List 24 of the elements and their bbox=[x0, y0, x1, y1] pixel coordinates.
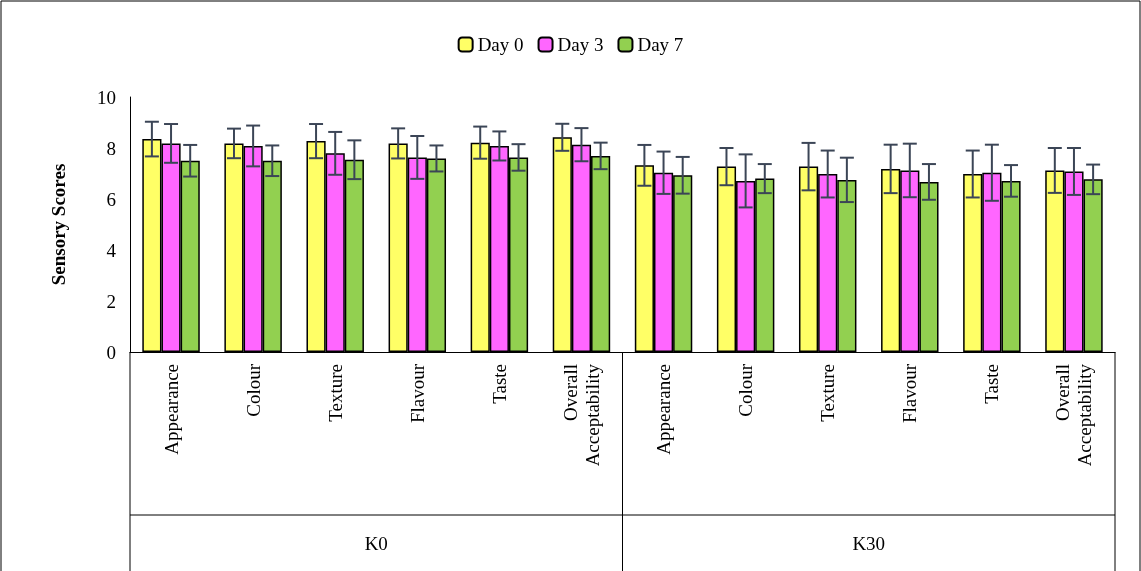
x-tick-label: Flavour bbox=[406, 363, 428, 424]
x-tick-label: Flavour bbox=[899, 363, 921, 424]
y-tick-label: 4 bbox=[106, 239, 117, 261]
y-axis-title: Sensory Scores bbox=[48, 163, 69, 286]
y-tick-label: 10 bbox=[97, 86, 116, 108]
x-tick-label: Texture bbox=[817, 364, 839, 422]
y-tick-label: 0 bbox=[106, 341, 116, 363]
x-tick-label: Taste bbox=[488, 364, 510, 404]
text: K0 bbox=[364, 532, 388, 554]
x-tick-label: Taste bbox=[981, 364, 1003, 404]
x-tick-label: Texture bbox=[324, 364, 346, 422]
x-tick-label: Overall Acceptability bbox=[559, 363, 603, 467]
x-tick-label: Colour bbox=[735, 363, 757, 417]
x-tick-label: Appearance bbox=[653, 364, 675, 455]
legend-label: Day 3 bbox=[557, 34, 604, 55]
text: K30 bbox=[852, 532, 886, 554]
x-tick-label: Colour bbox=[242, 363, 264, 417]
legend-label: Day 0 bbox=[477, 34, 524, 55]
y-tick-label: 8 bbox=[106, 137, 116, 159]
y-tick-label: 2 bbox=[106, 290, 116, 312]
x-tick-label: Appearance bbox=[160, 364, 182, 455]
x-tick-label: Overall Acceptability bbox=[1052, 363, 1096, 467]
y-tick-label: 6 bbox=[106, 188, 116, 210]
legend-label: Day 7 bbox=[637, 34, 684, 55]
